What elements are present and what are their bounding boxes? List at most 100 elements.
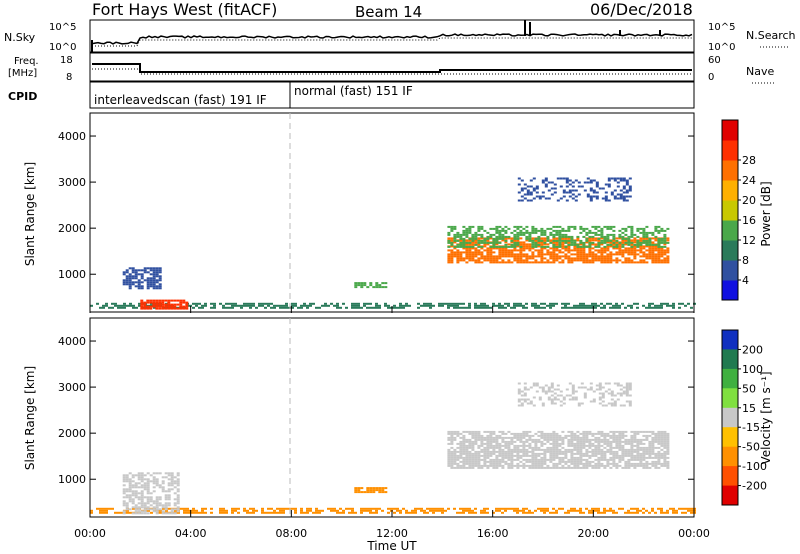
- data-cell: [468, 438, 472, 441]
- data-cell: [294, 304, 297, 307]
- data-cell: [564, 241, 568, 244]
- data-cell: [146, 281, 150, 284]
- data-cell: [462, 462, 466, 465]
- data-cell: [657, 247, 661, 250]
- data-cell: [576, 444, 580, 447]
- data-cell: [164, 508, 168, 511]
- data-cell: [642, 239, 646, 242]
- data-cell: [553, 396, 557, 399]
- data-cell: [540, 430, 544, 433]
- data-cell: [660, 255, 664, 258]
- data-cell: [137, 279, 141, 282]
- data-cell: [666, 452, 670, 455]
- data-cell: [532, 187, 536, 190]
- data-cell: [588, 456, 592, 459]
- data-cell: [576, 440, 580, 443]
- data-cell: [507, 255, 511, 258]
- data-cell: [134, 482, 138, 485]
- data-cell: [561, 237, 565, 240]
- data-cell: [621, 241, 625, 244]
- data-cell: [519, 448, 523, 451]
- data-cell: [606, 302, 609, 305]
- data-cell: [185, 303, 189, 306]
- data-cell: [137, 482, 141, 485]
- data-cell: [675, 509, 678, 512]
- data-cell: [559, 400, 563, 403]
- data-cell: [462, 243, 466, 246]
- data-cell: [237, 511, 240, 514]
- data-cell: [549, 452, 553, 455]
- data-cell: [462, 233, 466, 236]
- data-cell: [315, 306, 318, 309]
- data-cell: [561, 229, 565, 232]
- data-cell: [543, 432, 547, 435]
- data-cell: [532, 404, 536, 407]
- data-cell: [594, 462, 598, 465]
- data-cell: [645, 253, 649, 256]
- data-cell: [625, 191, 629, 194]
- data-cell: [137, 472, 141, 475]
- data-cell: [155, 287, 159, 290]
- data-cell: [179, 307, 183, 310]
- data-cell: [639, 452, 643, 455]
- data-cell: [630, 249, 634, 252]
- data-cell: [531, 460, 535, 463]
- data-cell: [651, 233, 655, 236]
- data-cell: [561, 452, 565, 455]
- data-cell: [128, 498, 132, 501]
- data-cell: [555, 466, 559, 469]
- data-cell: [522, 255, 526, 258]
- data-cell: [468, 245, 472, 248]
- data-cell: [633, 454, 637, 457]
- data-cell: [471, 257, 475, 260]
- data-cell: [603, 255, 607, 258]
- data-cell: [456, 450, 460, 453]
- data-cell: [462, 434, 466, 437]
- data-cell: [285, 304, 288, 307]
- data-cell: [399, 306, 402, 309]
- data-cell: [354, 284, 358, 287]
- data-cell: [666, 302, 669, 305]
- data-cell: [134, 269, 138, 272]
- data-cell: [462, 444, 466, 447]
- data-cell: [468, 227, 472, 230]
- data-cell: [131, 486, 135, 489]
- data-cell: [513, 255, 517, 258]
- data-cell: [603, 466, 607, 469]
- data-cell: [453, 306, 456, 309]
- data-cell: [657, 458, 661, 461]
- data-cell: [167, 299, 171, 302]
- data-cell: [561, 259, 565, 262]
- data-cell: [501, 249, 505, 252]
- data-cell: [546, 261, 550, 264]
- data-cell: [564, 235, 568, 238]
- data-cell: [639, 458, 643, 461]
- data-cell: [549, 438, 553, 441]
- y-tick-label: 1000: [58, 268, 86, 281]
- data-cell: [651, 450, 655, 453]
- data-cell: [558, 235, 562, 238]
- data-cell: [465, 456, 469, 459]
- data-cell: [666, 432, 670, 435]
- data-cell: [90, 509, 93, 512]
- data-cell: [531, 304, 534, 307]
- data-cell: [504, 241, 508, 244]
- data-cell: [660, 251, 664, 254]
- data-cell: [186, 511, 189, 514]
- data-cell: [574, 396, 578, 399]
- data-cell: [594, 257, 598, 260]
- data-cell: [597, 511, 600, 514]
- data-cell: [570, 239, 574, 242]
- data-cell: [393, 507, 396, 510]
- data-cell: [366, 302, 369, 305]
- data-cell: [140, 269, 144, 272]
- data-cell: [555, 511, 558, 514]
- data-cell: [495, 442, 499, 445]
- data-cell: [477, 306, 480, 309]
- data-cell: [621, 253, 625, 256]
- data-cell: [176, 478, 180, 481]
- data-cell: [155, 303, 159, 306]
- data-cell: [577, 402, 581, 405]
- data-cell: [161, 307, 165, 310]
- data-cell: [618, 306, 621, 309]
